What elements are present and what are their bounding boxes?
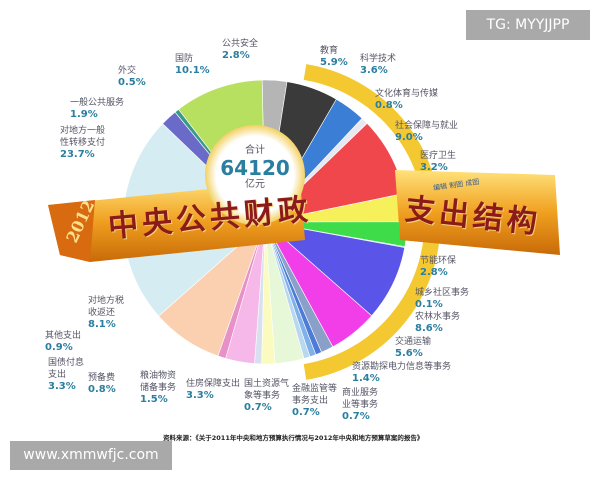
slice-value: 3.6%: [360, 65, 388, 76]
slice-label: 对地方一般 性转移支付 23.7%: [60, 125, 105, 161]
slice-value: 0.8%: [88, 384, 116, 395]
total-value: 64120: [220, 156, 290, 180]
slice-label: 节能环保 2.8%: [420, 255, 456, 279]
watermark-top: TG: MYYJJPP: [466, 10, 590, 40]
slice-label: 文化体育与传媒 0.8%: [375, 88, 438, 112]
slice-label: 金融监管等 事务支出 0.7%: [292, 383, 337, 419]
slice-value: 0.9%: [45, 342, 73, 353]
slice-name: 其他支出: [45, 331, 82, 341]
slice-name: 节能环保: [420, 256, 457, 266]
slice-name: 粮油物资 储备事务: [140, 371, 177, 393]
slice-name: 住房保障支出: [186, 379, 241, 389]
source-note: 资料来源：《关于2011年中央和地方预算执行情况与2012年中央和地方预算草案的…: [163, 434, 424, 442]
slice-name: 农林水事务: [415, 312, 461, 322]
slice-name: 资源勘探电力信息等事务: [352, 362, 452, 372]
slice-name: 科学技术: [360, 54, 397, 64]
total-unit: 亿元: [245, 179, 265, 190]
slice-value: 8.6%: [415, 323, 443, 334]
slice-value: 1.9%: [70, 109, 98, 120]
slice-name: 教育: [320, 46, 339, 56]
slice-value: 2.8%: [222, 50, 250, 61]
slice-value: 3.2%: [420, 162, 448, 173]
slice-label: 粮油物资 储备事务 1.5%: [140, 370, 176, 406]
total-label: 合计: [245, 145, 265, 156]
slice-label: 资源勘探电力信息等事务 1.4%: [352, 361, 451, 385]
slice-name: 对地方税 收返还: [88, 296, 125, 318]
slice-label: 国土资源气 象等事务 0.7%: [244, 378, 289, 414]
slice-label: 国债付息 支出 3.3%: [48, 357, 84, 393]
slice-value: 0.8%: [375, 100, 403, 111]
slice-label: 预备费 0.8%: [88, 372, 116, 396]
slice-label: 一般公共服务 1.9%: [70, 97, 124, 121]
slice-name: 外交: [118, 66, 137, 76]
slice-value: 0.7%: [244, 402, 272, 413]
slice-value: 3.3%: [186, 390, 214, 401]
slice-value: 23.7%: [60, 149, 95, 160]
slice-label: 农林水事务 8.6%: [415, 311, 460, 335]
slice-label: 公共安全 2.8%: [222, 38, 258, 62]
slice-value: 5.6%: [395, 348, 423, 359]
slice-value: 0.5%: [118, 77, 146, 88]
slice-name: 交通运输: [395, 337, 432, 347]
slice-name: 国土资源气 象等事务: [244, 379, 290, 401]
slice-name: 国债付息 支出: [48, 358, 85, 380]
slice-value: 2.8%: [420, 267, 448, 278]
slice-label: 商业服务 业等事务 0.7%: [342, 387, 378, 423]
watermark-bottom: www.xmmwfjc.com: [10, 441, 172, 470]
slice-name: 商业服务 业等事务: [342, 388, 379, 410]
slice-label: 科学技术 3.6%: [360, 53, 396, 77]
slice-name: 国防: [175, 54, 194, 64]
total-hub: 合计 64120 亿元: [205, 125, 305, 225]
slice-label: 其他支出 0.9%: [45, 330, 81, 354]
slice-label: 交通运输 5.6%: [395, 336, 431, 360]
slice-name: 一般公共服务: [70, 98, 125, 108]
slice-name: 对地方一般 性转移支付: [60, 126, 106, 148]
slice-label: 城乡社区事务 0.1%: [415, 287, 469, 311]
ribbon-year-tab: [48, 200, 95, 262]
slice-value: 0.1%: [415, 299, 443, 310]
slice-label: 住房保障支出 3.3%: [186, 378, 240, 402]
slice-value: 1.4%: [352, 373, 380, 384]
slice-label: 社会保障与就业 9.0%: [395, 120, 458, 144]
slice-label: 对地方税 收返还 8.1%: [88, 295, 124, 331]
slice-value: 3.3%: [48, 381, 76, 392]
slice-name: 公共安全: [222, 39, 259, 49]
slice-name: 社会保障与就业: [395, 121, 459, 131]
slice-value: 0.7%: [292, 407, 320, 418]
slice-value: 10.1%: [175, 65, 210, 76]
slice-value: 9.0%: [395, 132, 423, 143]
slice-value: 0.7%: [342, 411, 370, 422]
slice-value: 5.9%: [320, 57, 348, 68]
slice-label: 国防 10.1%: [175, 53, 210, 77]
slice-value: 8.1%: [88, 319, 116, 330]
slice-label: 医疗卫生 3.2%: [420, 150, 456, 174]
slice-name: 金融监管等 事务支出: [292, 384, 338, 406]
slice-value: 1.5%: [140, 394, 168, 405]
slice-label: 外交 0.5%: [118, 65, 146, 89]
slice-name: 预备费: [88, 373, 116, 383]
ribbon-right: [395, 170, 560, 255]
slice-name: 医疗卫生: [420, 151, 457, 161]
slice-name: 城乡社区事务: [415, 288, 470, 298]
slice-label: 教育 5.9%: [320, 45, 348, 69]
slice-name: 文化体育与传媒: [375, 89, 439, 99]
